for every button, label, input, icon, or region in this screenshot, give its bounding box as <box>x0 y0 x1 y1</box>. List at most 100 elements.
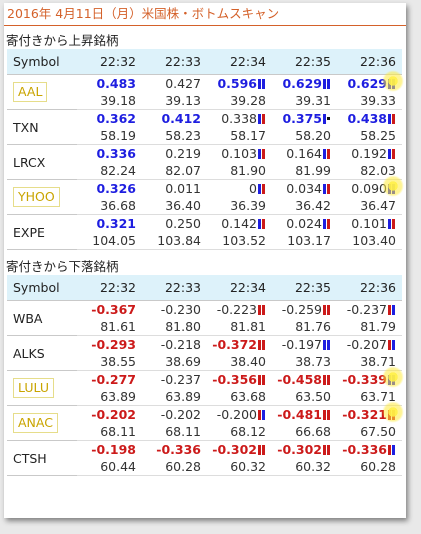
change-value: -0.356 <box>212 372 257 387</box>
trend-bars-icon <box>258 149 266 159</box>
price-cell: 81.90 <box>207 162 272 180</box>
symbol-label[interactable]: WBA <box>13 310 43 326</box>
change-value: 0.412 <box>161 111 201 126</box>
bar-mark <box>323 305 326 315</box>
bar-mark <box>262 184 265 194</box>
column-header-time: 22:32 <box>77 275 142 301</box>
symbol-cell[interactable]: ANAC <box>7 405 77 441</box>
trend-bars-icon <box>258 305 266 315</box>
table-row-price: 36.68 36.40 36.39 36.42 36.47 <box>7 197 402 215</box>
bar-mark <box>327 219 330 229</box>
symbol-label[interactable]: TXN <box>13 119 39 135</box>
column-header-symbol: Symbol <box>7 49 77 75</box>
change-value: 0.336 <box>96 146 136 161</box>
symbol-cell[interactable]: YHOO <box>7 179 77 215</box>
price-cell: 60.28 <box>142 458 207 476</box>
bar-mark <box>327 117 330 120</box>
price-cell: 63.71 <box>337 388 402 406</box>
bar-mark <box>392 114 395 124</box>
trend-bars-icon <box>388 79 396 89</box>
trend-bars-icon <box>258 184 266 194</box>
trend-bars-icon <box>388 445 396 455</box>
symbol-label[interactable]: EXPE <box>13 224 45 240</box>
symbol-cell[interactable]: LRCX <box>7 144 77 180</box>
change-cell: 0.438 <box>337 109 402 127</box>
table-row-price: 81.61 81.80 81.81 81.76 81.79 <box>7 318 402 336</box>
change-value: 0.629 <box>282 76 322 91</box>
change-cell: -0.198 <box>77 440 142 458</box>
trend-bars-icon <box>388 410 396 420</box>
bar-mark <box>388 114 391 124</box>
symbol-label[interactable]: YHOO <box>13 187 60 207</box>
table-row-price: 58.19 58.23 58.17 58.20 58.25 <box>7 127 402 145</box>
page-title: 2016年 4月11日（月）米国株・ボトムスキャン <box>4 3 406 26</box>
bar-mark <box>323 410 326 420</box>
symbol-cell[interactable]: TXN <box>7 109 77 145</box>
bar-mark <box>258 184 261 194</box>
bar-mark <box>258 219 261 229</box>
bar-mark <box>327 445 330 455</box>
symbol-cell[interactable]: WBA <box>7 300 77 336</box>
price-cell: 103.40 <box>337 232 402 250</box>
bar-mark <box>327 340 330 350</box>
change-cell: 0.142 <box>207 214 272 232</box>
symbol-label[interactable]: LRCX <box>13 154 46 170</box>
symbol-cell[interactable]: LULU <box>7 370 77 406</box>
change-cell: -0.237 <box>337 300 402 318</box>
price-cell: 82.07 <box>142 162 207 180</box>
change-cell: -0.223 <box>207 300 272 318</box>
change-value: 0.338 <box>221 111 257 126</box>
change-value: -0.197 <box>281 337 322 352</box>
trend-bars-icon <box>323 445 331 455</box>
change-cell: -0.458 <box>272 370 337 388</box>
change-cell: -0.481 <box>272 405 337 423</box>
change-value: -0.481 <box>277 407 322 422</box>
table-row-price: 38.55 38.69 38.40 38.73 38.71 <box>7 353 402 371</box>
bar-mark <box>388 375 391 385</box>
change-cell: -0.218 <box>142 335 207 353</box>
symbol-label[interactable]: ANAC <box>13 413 58 433</box>
scan-panel: 2016年 4月11日（月）米国株・ボトムスキャン 寄付きから上昇銘柄 Symb… <box>4 3 406 518</box>
symbol-label[interactable]: CTSH <box>13 450 47 466</box>
trend-bars-icon <box>388 305 396 315</box>
change-cell: -0.202 <box>142 405 207 423</box>
change-value: 0 <box>249 181 257 196</box>
symbol-cell[interactable]: AAL <box>7 74 77 110</box>
change-cell: 0.362 <box>77 109 142 127</box>
bar-mark <box>388 340 391 350</box>
change-cell: -0.336 <box>337 440 402 458</box>
trend-bars-icon <box>258 79 266 89</box>
change-cell: 0.011 <box>142 179 207 197</box>
trend-bars-icon <box>258 375 266 385</box>
change-cell: 0.483 <box>77 74 142 92</box>
symbol-cell[interactable]: CTSH <box>7 440 77 476</box>
symbol-label[interactable]: LULU <box>13 378 54 398</box>
trend-bars-icon <box>323 114 331 124</box>
table-row-price: 82.24 82.07 81.90 81.99 82.03 <box>7 162 402 180</box>
table-row: WBA -0.367 -0.230 -0.223 -0.259 -0.237 <box>7 300 402 336</box>
column-header-time: 22:34 <box>207 275 272 301</box>
price-cell: 81.99 <box>272 162 337 180</box>
price-cell: 63.89 <box>142 388 207 406</box>
change-cell: 0.192 <box>337 144 402 162</box>
change-cell: -0.372 <box>207 335 272 353</box>
bar-mark <box>392 184 395 194</box>
bar-mark <box>392 79 395 89</box>
price-cell: 36.42 <box>272 197 337 215</box>
change-value: -0.202 <box>91 407 136 422</box>
bar-mark <box>258 340 261 350</box>
price-cell: 36.40 <box>142 197 207 215</box>
change-value: 0.629 <box>347 76 387 91</box>
symbol-cell[interactable]: EXPE <box>7 214 77 250</box>
price-cell: 36.47 <box>337 197 402 215</box>
symbol-cell[interactable]: ALKS <box>7 335 77 371</box>
bar-mark <box>262 219 265 229</box>
symbol-label[interactable]: AAL <box>13 82 48 102</box>
price-cell: 38.40 <box>207 353 272 371</box>
change-cell: -0.293 <box>77 335 142 353</box>
change-value: -0.200 <box>216 407 257 422</box>
change-value: -0.372 <box>212 337 257 352</box>
change-value: -0.302 <box>212 442 257 457</box>
symbol-label[interactable]: ALKS <box>13 345 45 361</box>
bar-mark <box>327 79 330 89</box>
